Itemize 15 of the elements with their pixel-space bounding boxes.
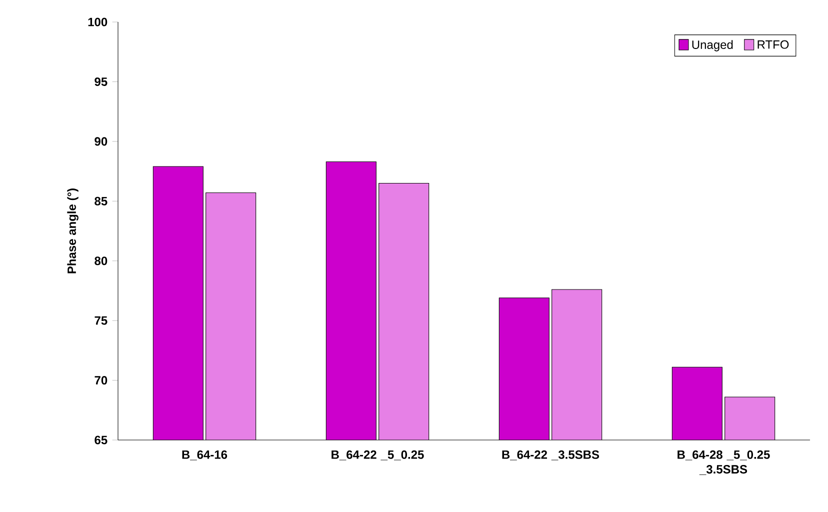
legend-label: Unaged: [692, 40, 733, 52]
y-tick-label: 95: [94, 77, 108, 86]
y-tick-label: 100: [88, 18, 108, 26]
y-tick-label: 90: [94, 137, 108, 146]
y-tick-label: 85: [94, 196, 108, 206]
x-tick-label: B_64-16: [182, 450, 228, 460]
y-tick-label: 70: [94, 376, 108, 385]
legend-label: RTFO: [758, 40, 789, 49]
y-axis-title: Phase angle (°): [67, 188, 78, 274]
y-tick-label: 80: [94, 256, 108, 266]
x-tick-label: B_64-28 _5_0.25 _3.5SBS: [678, 450, 770, 475]
x-tick-label: B_64-22 _3.5SBS: [502, 450, 600, 460]
x-tick-label: B_64-22 _5_0.25: [332, 450, 424, 460]
y-tick-label: 65: [94, 436, 108, 444]
y-tick-label: 75: [94, 316, 108, 325]
